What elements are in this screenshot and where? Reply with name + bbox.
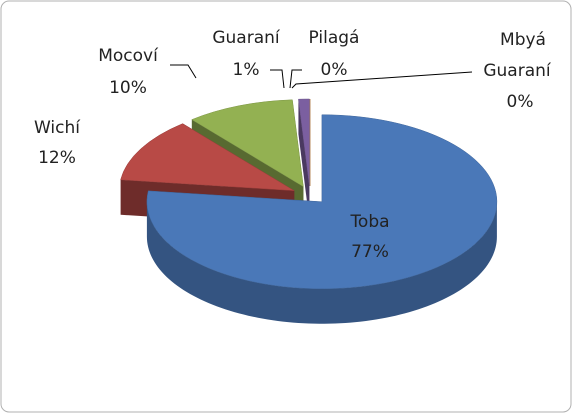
slice-category-label: Pilagá [309, 28, 360, 48]
leader-line [289, 69, 302, 89]
slice-category-label: Toba [349, 212, 389, 232]
leader-line [270, 69, 285, 89]
leader-line [291, 71, 473, 89]
slice [191, 99, 304, 188]
slice [146, 114, 498, 290]
leader-line [170, 64, 197, 79]
slice-value-label: 0% [507, 92, 534, 112]
slice-category-label: Guaraní [212, 28, 281, 48]
slice-value-label: 10% [109, 78, 147, 98]
slice-value-label: 77% [351, 242, 389, 262]
slice-category-label: Mbyá Guaraní [483, 30, 552, 81]
slice-side [298, 99, 310, 222]
slice-value-label: 1% [233, 60, 260, 80]
slice [298, 98, 310, 187]
slice-category-label: Wichí [34, 118, 81, 138]
slice-value-label: 0% [321, 60, 348, 80]
slice-value-label: 12% [38, 148, 76, 168]
slice [120, 123, 295, 191]
leader-lines [170, 64, 473, 89]
slice-side [146, 201, 497, 324]
slice-category-label: Mocoví [98, 46, 159, 66]
